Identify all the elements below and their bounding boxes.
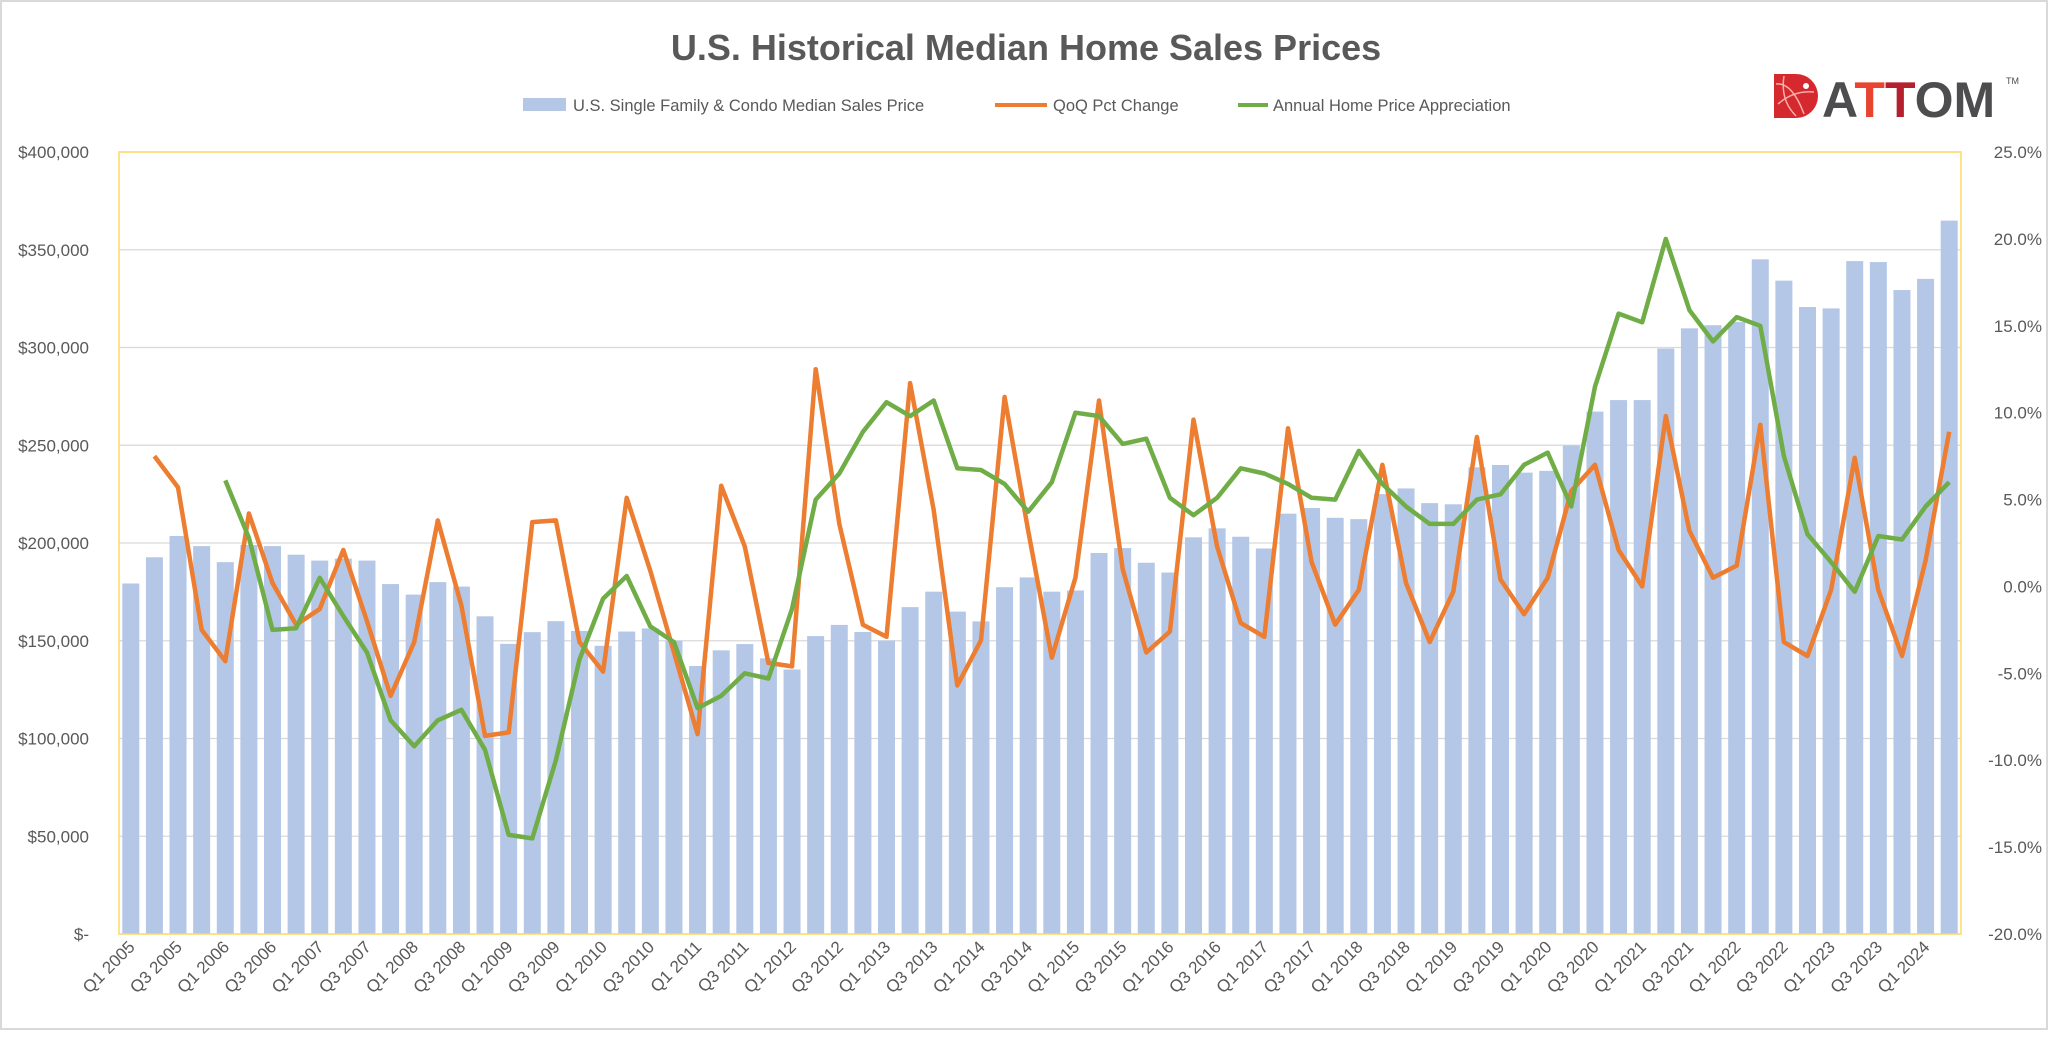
right-tick-label: 15.0% [1994, 317, 2042, 336]
right-tick-label: -5.0% [1998, 664, 2042, 683]
price-bar [1445, 504, 1462, 934]
price-bar [595, 646, 612, 934]
price-bar [949, 612, 966, 934]
attom-logo: ATTOM TM [1774, 72, 2019, 128]
right-tick-label: 10.0% [1994, 404, 2042, 423]
price-bar [170, 536, 187, 934]
price-bar [831, 625, 848, 934]
chart-title: U.S. Historical Median Home Sales Prices [671, 27, 1381, 68]
right-tick-label: 20.0% [1994, 230, 2042, 249]
left-tick-label: $350,000 [18, 241, 89, 260]
left-axis: $- $50,000 $100,000 $150,000 $200,000 $250,00… [18, 143, 89, 944]
price-bar [784, 669, 801, 934]
price-bar [1279, 514, 1296, 934]
left-tick-label: $- [74, 925, 89, 944]
price-bar [1610, 400, 1627, 934]
price-bar [807, 636, 824, 934]
right-tick-label: -20.0% [1988, 925, 2042, 944]
logo-tm: TM [2006, 76, 2019, 86]
price-bar [1941, 221, 1958, 934]
right-tick-label: 25.0% [1994, 143, 2042, 162]
x-tick-label: Q3 2010 [599, 937, 659, 997]
price-bar [1516, 473, 1533, 934]
price-bar [1893, 290, 1910, 934]
price-bar [1138, 563, 1155, 934]
legend-label-qoq: QoQ Pct Change [1053, 97, 1179, 115]
left-tick-label: $50,000 [28, 827, 89, 846]
x-tick-label: Q1 2024 [1874, 937, 1934, 997]
price-bar [382, 584, 399, 934]
price-bar [1846, 261, 1863, 934]
price-bar [1421, 503, 1438, 934]
price-bar [1374, 494, 1391, 934]
price-bar [902, 607, 919, 934]
price-bar [1114, 548, 1131, 934]
left-tick-label: $400,000 [18, 143, 89, 162]
price-bar [146, 557, 163, 934]
right-tick-label: -10.0% [1988, 751, 2042, 770]
price-bar [736, 644, 753, 934]
price-bar [665, 641, 682, 934]
price-bar [1823, 308, 1840, 934]
legend-swatch-bar [523, 98, 566, 111]
logo-text: ATTOM [1822, 72, 1995, 128]
right-tick-label: -15.0% [1988, 838, 2042, 857]
left-tick-label: $250,000 [18, 436, 89, 455]
price-bar [311, 561, 328, 934]
price-bars [122, 221, 1957, 934]
price-bar [878, 641, 895, 934]
left-tick-label: $150,000 [18, 632, 89, 651]
price-bar [972, 621, 989, 934]
price-bar [122, 583, 139, 934]
price-bar [1185, 537, 1202, 934]
price-bar [524, 632, 541, 934]
price-bar [1681, 328, 1698, 934]
price-bar [240, 545, 257, 934]
price-bar [1209, 528, 1226, 934]
price-bar [1091, 553, 1108, 934]
x-tick-label: Q1 2011 [647, 937, 706, 996]
price-bar [854, 632, 871, 934]
price-bar [1705, 325, 1722, 934]
price-bar [618, 632, 635, 934]
legend-label-price: U.S. Single Family & Condo Median Sales … [573, 97, 924, 115]
price-bar [642, 628, 659, 934]
left-tick-label: $300,000 [18, 339, 89, 358]
price-bar [1539, 471, 1556, 934]
legend-label-annual: Annual Home Price Appreciation [1273, 97, 1511, 115]
left-tick-label: $100,000 [18, 730, 89, 749]
price-bar [1799, 307, 1816, 934]
price-bar [1917, 279, 1934, 934]
price-bar [1728, 322, 1745, 934]
left-tick-label: $200,000 [18, 534, 89, 553]
right-axis: -20.0% -15.0% -10.0% -5.0% 0.0% 5.0% 10.0% 15.0… [1988, 143, 2042, 944]
price-bar [996, 587, 1013, 934]
price-bar [1634, 400, 1651, 934]
price-bar [1468, 467, 1485, 934]
price-bar [1067, 591, 1084, 934]
price-bar [1327, 518, 1344, 934]
price-bar [1020, 577, 1037, 934]
legend: U.S. Single Family & Condo Median Sales … [523, 97, 1511, 115]
price-bar [1256, 548, 1273, 934]
price-bar [1870, 262, 1887, 934]
price-bar [760, 658, 777, 934]
price-bar [925, 592, 942, 934]
right-tick-label: 5.0% [2003, 491, 2042, 510]
logo-dot [1803, 83, 1809, 89]
price-bar [429, 582, 446, 934]
right-tick-label: 0.0% [2003, 577, 2042, 596]
